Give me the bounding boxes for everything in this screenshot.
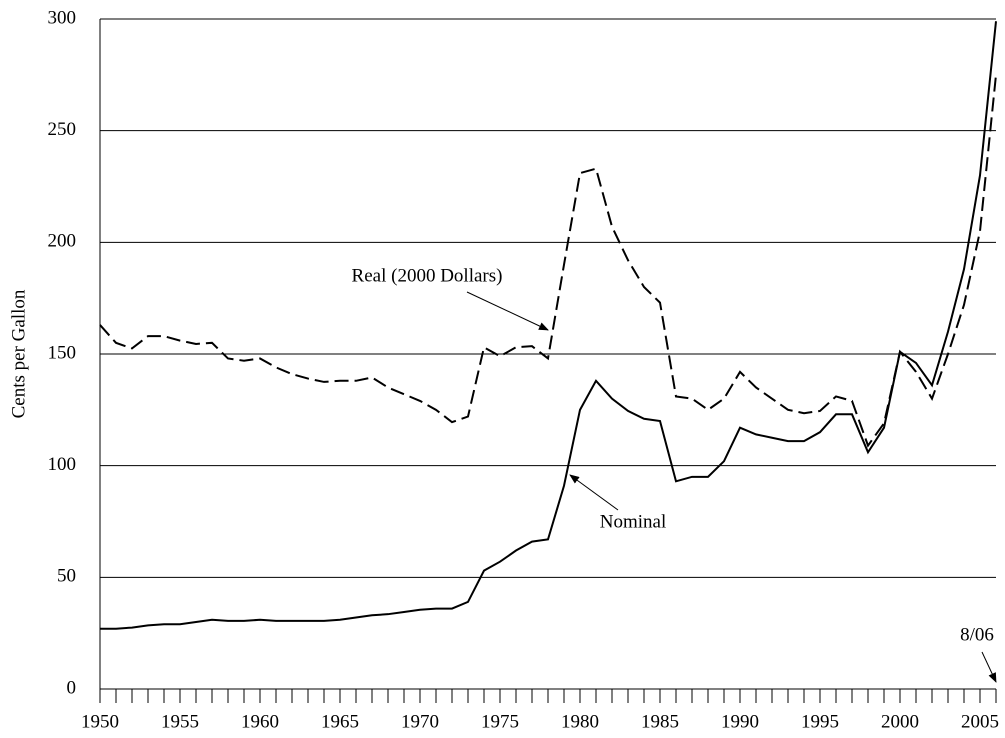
x-tick-label: 1985 (641, 711, 679, 732)
annotation-arrow (569, 474, 619, 511)
y-axis-label: Cents per Gallon (8, 289, 29, 418)
y-tick-label: 0 (67, 677, 77, 698)
y-tick-label: 250 (48, 119, 77, 140)
series-line (99, 74, 997, 448)
y-tick-label: 200 (48, 231, 77, 252)
y-tick-label: 300 (48, 7, 77, 28)
x-tick-label: 1995 (801, 711, 839, 732)
y-tick-label: 100 (48, 454, 77, 475)
y-tick-label: 50 (57, 566, 76, 587)
x-tick-label: 1990 (721, 711, 759, 732)
annotation-arrow (466, 291, 549, 331)
x-tick-label: 1950 (81, 711, 119, 732)
x-tick-label: 1965 (321, 711, 359, 732)
x-tick-label: 2005 (961, 711, 999, 732)
annotation: 8/06 (960, 624, 994, 645)
x-tick-label: 1955 (161, 711, 199, 732)
x-tick-label: 1970 (401, 711, 439, 732)
x-tick-label: 1975 (481, 711, 519, 732)
x-tick-label: 2000 (881, 711, 919, 732)
series-line (100, 21, 997, 630)
series-label: Real (2000 Dollars) (352, 265, 503, 286)
annotation-arrow (981, 651, 997, 683)
x-tick-label: 1980 (561, 711, 599, 732)
x-tick-label: 1960 (241, 711, 279, 732)
y-tick-label: 150 (48, 342, 77, 363)
series-label: Nominal (600, 511, 667, 532)
